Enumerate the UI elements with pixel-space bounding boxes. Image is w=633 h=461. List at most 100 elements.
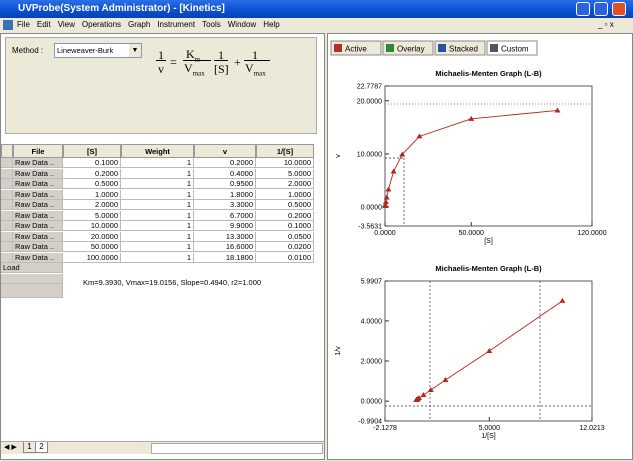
tab-label[interactable]: Custom (501, 45, 529, 54)
table-cell: 50.0000 (63, 242, 121, 252)
sheet-tab[interactable]: 2 (35, 442, 48, 453)
table-cell: 0.0200 (256, 242, 314, 252)
row-header (1, 168, 13, 179)
menu-bar: File Edit View Operations Graph Instrument Too… (0, 18, 633, 32)
menu-item[interactable]: View (57, 20, 75, 29)
column-header: v (194, 144, 256, 158)
minimize-button[interactable] (576, 2, 590, 16)
table-cell: 1 (121, 242, 194, 252)
y-tick-label: 0.0000 (361, 205, 383, 212)
table-cell: 6.7000 (194, 210, 256, 221)
table-cell: 0.2000 (256, 210, 314, 221)
formula-text: Km (186, 47, 200, 63)
menu-item[interactable]: File (17, 20, 30, 29)
horizontal-scrollbar[interactable] (151, 443, 323, 454)
table-cell: 0.1000 (256, 221, 314, 231)
tab-icon (386, 44, 394, 52)
table-cell: 1 (121, 210, 194, 221)
method-value: Lineweaver-Burk (57, 46, 114, 55)
tab[interactable] (434, 40, 486, 56)
menu-item[interactable]: Help (263, 20, 280, 29)
tab-label[interactable]: Active (345, 45, 367, 54)
file-cell: Raw Data .. (13, 242, 63, 252)
x-tick-label: 0.0000 (374, 230, 396, 237)
y-tick-label: -0.9904 (358, 419, 382, 426)
formula-text: K (186, 47, 195, 61)
data-point (382, 199, 389, 205)
menu-item[interactable]: Graph (128, 20, 151, 29)
method-area: Method : Lineweaver-Burk ▼ 1 v = Km Vmax… (5, 37, 317, 134)
column-header: Weight (121, 144, 194, 158)
load-cell[interactable]: Load (1, 263, 63, 273)
formula-text: V (245, 61, 254, 75)
tab-scroll[interactable]: ◀ ▶ (4, 444, 17, 451)
data-point (382, 201, 389, 207)
tab[interactable] (330, 40, 382, 56)
x-tick-label: 5.0000 (479, 425, 501, 432)
y-tick-label: 4.0000 (361, 318, 383, 325)
row-header (1, 189, 13, 200)
data-point (383, 194, 390, 200)
row-header (1, 210, 13, 221)
file-cell: Raw Data .. (13, 231, 63, 242)
data-point (559, 297, 566, 303)
column-header: [S] (63, 144, 121, 158)
y-tick-label: 20.0000 (357, 98, 382, 105)
data-point (390, 168, 397, 174)
y-tick-label: 5.9907 (361, 279, 383, 286)
table-cell: 100.0000 (63, 252, 121, 263)
table-cell: 1 (121, 252, 194, 263)
maximize-button[interactable] (594, 2, 608, 16)
data-point (413, 397, 420, 403)
data-point (385, 186, 392, 192)
tab[interactable] (486, 40, 538, 56)
table-cell: 1.0000 (63, 189, 121, 200)
data-point (486, 348, 493, 354)
formula-text: max (192, 69, 205, 78)
formula-text: 1 (252, 48, 258, 62)
table-cell: 16.6000 (194, 242, 256, 252)
column-header: 1/[S] (256, 144, 314, 158)
window-title: UVProbe(System Administrator) - [Kinetic… (18, 3, 225, 14)
table-cell: 9.9000 (194, 221, 256, 231)
table-cell: 1 (121, 200, 194, 210)
file-cell: Raw Data .. (13, 189, 63, 200)
data-point (416, 133, 423, 139)
file-cell: Raw Data .. (13, 168, 63, 179)
formula-text: V (184, 61, 193, 75)
file-cell: Raw Data .. (13, 179, 63, 189)
table-cell: 3.3000 (194, 200, 256, 210)
formula-text: [S] (214, 62, 229, 76)
file-cell: Raw Data .. (13, 210, 63, 221)
menu-item[interactable]: Edit (36, 20, 51, 29)
menu-item[interactable]: Operations (81, 20, 122, 29)
tab-label[interactable]: Overlay (397, 45, 425, 54)
close-button[interactable] (612, 2, 626, 16)
menu-item[interactable]: Window (227, 20, 257, 29)
corner-cell (1, 144, 13, 158)
empty-cell (1, 284, 63, 298)
table-cell: 1 (121, 179, 194, 189)
data-point (442, 377, 449, 383)
tab-icon (490, 44, 498, 52)
table-cell: 13.3000 (194, 231, 256, 242)
y-axis-label: v (335, 154, 342, 158)
y-axis-label: 1/v (335, 346, 342, 356)
formula-text: v (158, 62, 164, 76)
table-cell: 5.0000 (63, 210, 121, 221)
row-header (1, 158, 13, 168)
table-cell: 1 (121, 221, 194, 231)
row-header (1, 231, 13, 242)
menu-item[interactable]: Tools (202, 20, 221, 29)
tab-label[interactable]: Stacked (449, 45, 478, 54)
y-tick-label: 10.0000 (357, 151, 382, 158)
chart-title: Michaelis-Menten Graph (L-B) (435, 69, 542, 78)
dropdown-arrow[interactable]: ▼ (129, 44, 141, 57)
x-tick-label: 120.0000 (577, 230, 606, 237)
menu-item[interactable]: Instrument (157, 20, 196, 29)
tab[interactable] (382, 40, 434, 56)
table-cell: 1 (121, 168, 194, 179)
table-cell: 0.5000 (256, 200, 314, 210)
method-dropdown[interactable]: Lineweaver-Burk ▼ (54, 43, 142, 58)
formula: 1 v = Km Vmax 1 [S] + 1 Vmax (156, 47, 316, 88)
